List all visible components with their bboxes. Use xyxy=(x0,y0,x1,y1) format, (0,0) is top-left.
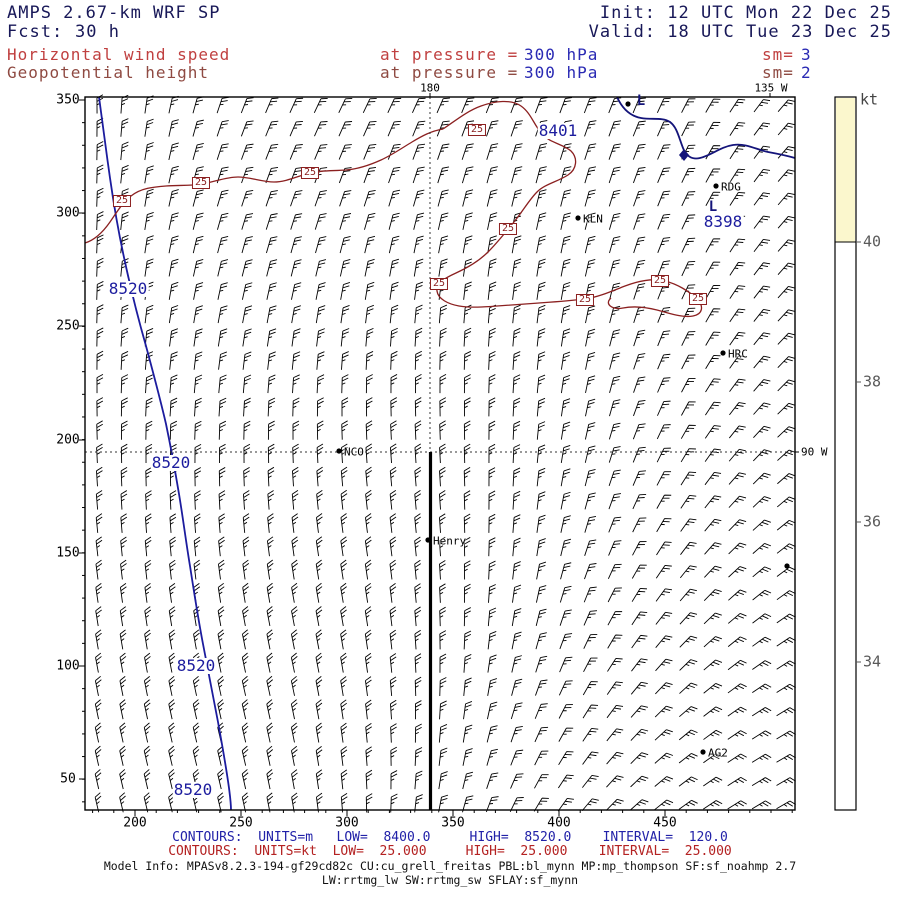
colorbar xyxy=(834,96,857,811)
model-info-line1: Model Info: MPASv8.2.3-194-gf29cd82c CU:… xyxy=(103,859,797,873)
station-marker xyxy=(336,448,342,454)
wind-barb-field xyxy=(93,94,797,816)
field1-name: Horizontal wind speed xyxy=(7,45,231,64)
model-title: AMPS 2.67-km WRF SP xyxy=(7,3,221,23)
colorbar-ticks xyxy=(856,241,861,663)
init-value: 12 UTC Mon 22 Dec 25 xyxy=(667,3,892,23)
axis-ticks xyxy=(79,93,799,816)
valid-value: 18 UTC Tue 23 Dec 25 xyxy=(667,22,892,42)
station-marker xyxy=(713,183,719,189)
field1-pressure-value: 300 hPa xyxy=(524,45,599,64)
model-info-line2: LW:rrtmg_lw SW:rrtmg_sw SFLAY:sf_mynn xyxy=(321,873,579,887)
station-marker xyxy=(625,101,631,107)
field2-smooth-label: sm= xyxy=(762,63,794,82)
height-contour-8400 xyxy=(616,96,796,160)
plot-frame xyxy=(84,96,796,811)
wind-contour-25-central xyxy=(436,100,703,318)
valid-time: Valid: 18 UTC Tue 23 Dec 25 xyxy=(588,22,892,43)
field2-pressure-value: 300 hPa xyxy=(524,63,599,82)
field2-smooth-value: 2 xyxy=(801,63,812,82)
field2-name: Geopotential height xyxy=(7,63,210,82)
field1-smooth-label: sm= xyxy=(762,45,794,64)
init-time: Init: 12 UTC Mon 22 Dec 25 xyxy=(599,3,892,24)
station-marker xyxy=(700,749,706,755)
station-marker xyxy=(575,215,581,221)
legend-wind-contours: CONTOURS: UNITS=kt LOW= 25.000 HIGH= 25.… xyxy=(168,844,732,859)
forecast-hour-label: Fcst: xyxy=(7,22,64,42)
station-marker xyxy=(425,537,431,543)
field1-pressure-label: at pressure = xyxy=(380,45,519,64)
height-contour-diamond-marker xyxy=(679,149,689,161)
height-contour-8520 xyxy=(98,96,232,811)
colorbar-shaded-segment xyxy=(836,98,855,242)
wind-contour-25-west xyxy=(84,128,444,244)
legend-height-contours: CONTOURS: UNITS=m LOW= 8400.0 HIGH= 8520… xyxy=(172,830,728,845)
station-marker xyxy=(720,350,726,356)
station-marker xyxy=(784,563,790,569)
init-label: Init: xyxy=(599,3,657,23)
field1-smooth-value: 3 xyxy=(801,45,812,64)
field2-pressure-label: at pressure = xyxy=(380,63,519,82)
forecast-hour-value: 30 h xyxy=(75,22,120,42)
valid-label: Valid: xyxy=(588,22,657,42)
